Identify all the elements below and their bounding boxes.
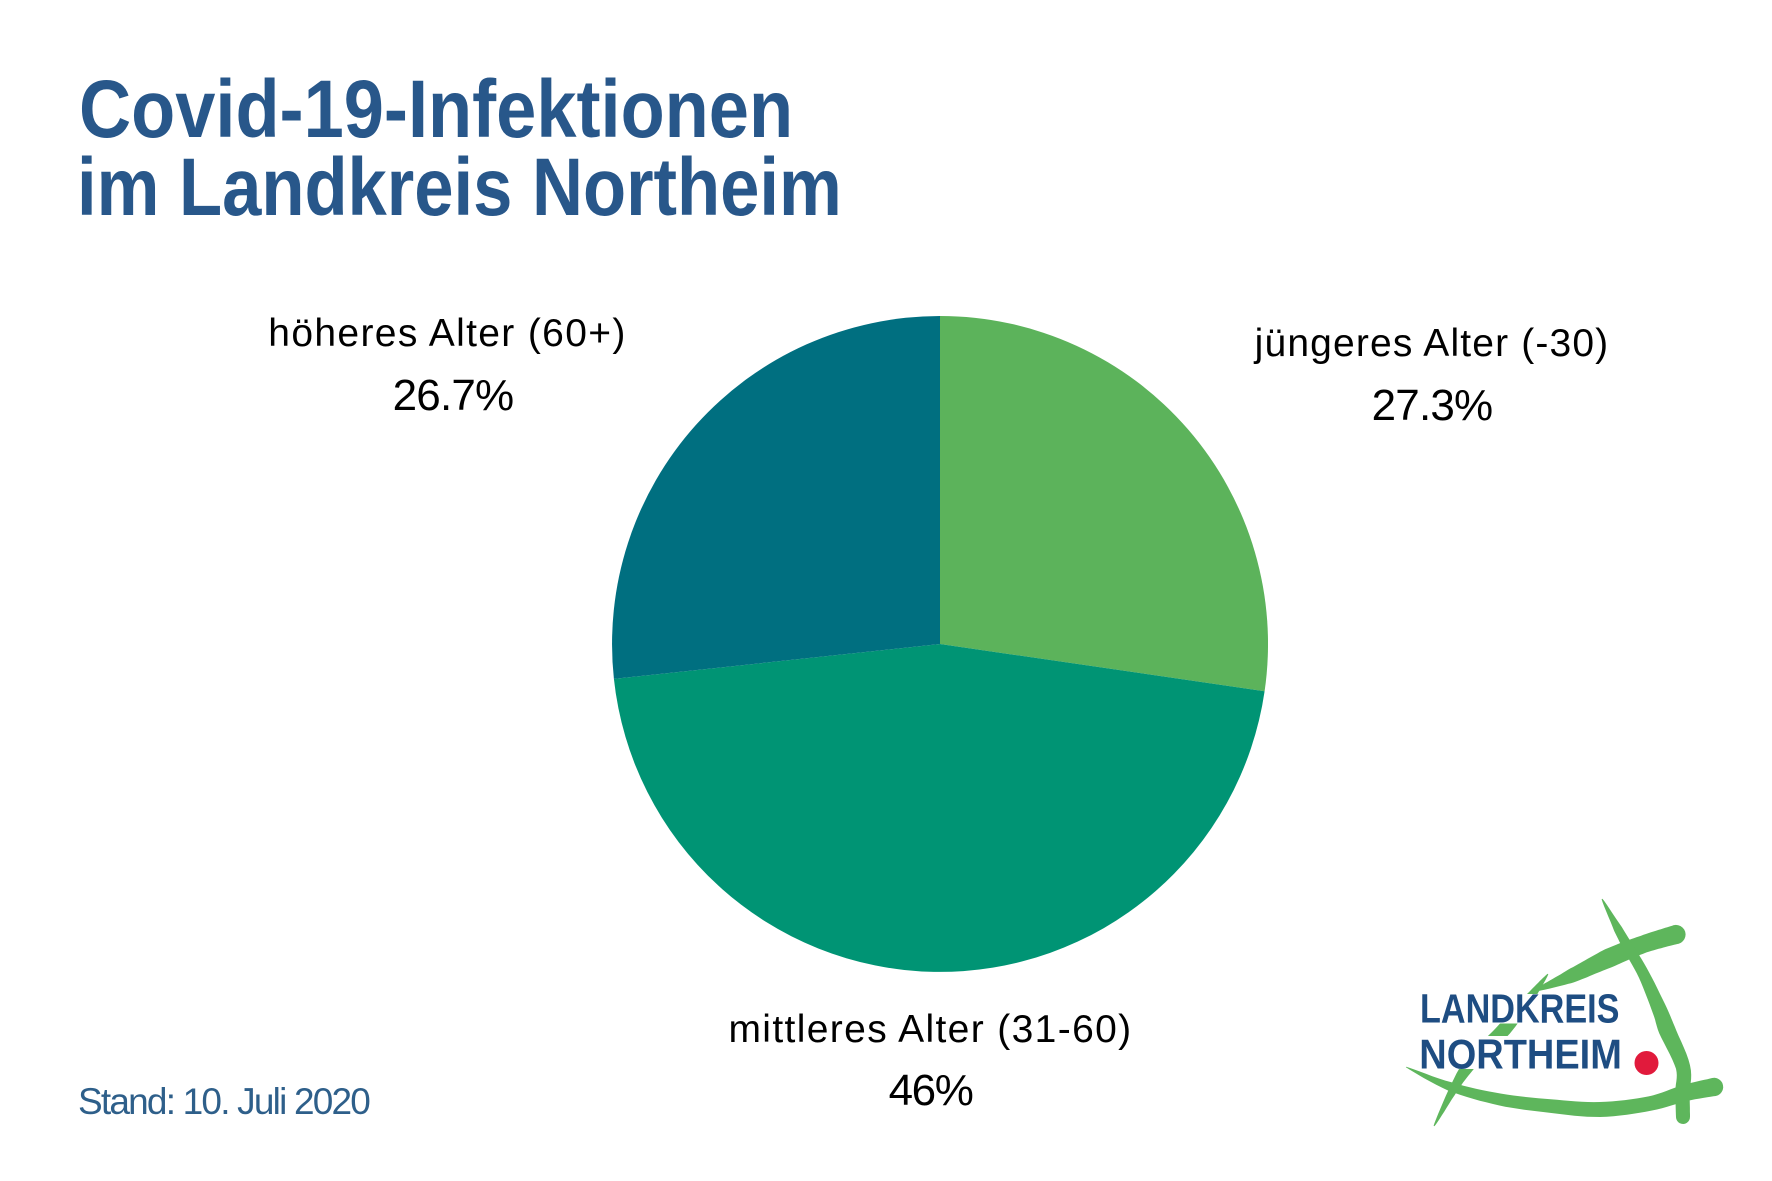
svg-text:LANDKREIS: LANDKREIS [1420,986,1620,1032]
svg-text:NORTHEIM: NORTHEIM [1419,1031,1622,1078]
